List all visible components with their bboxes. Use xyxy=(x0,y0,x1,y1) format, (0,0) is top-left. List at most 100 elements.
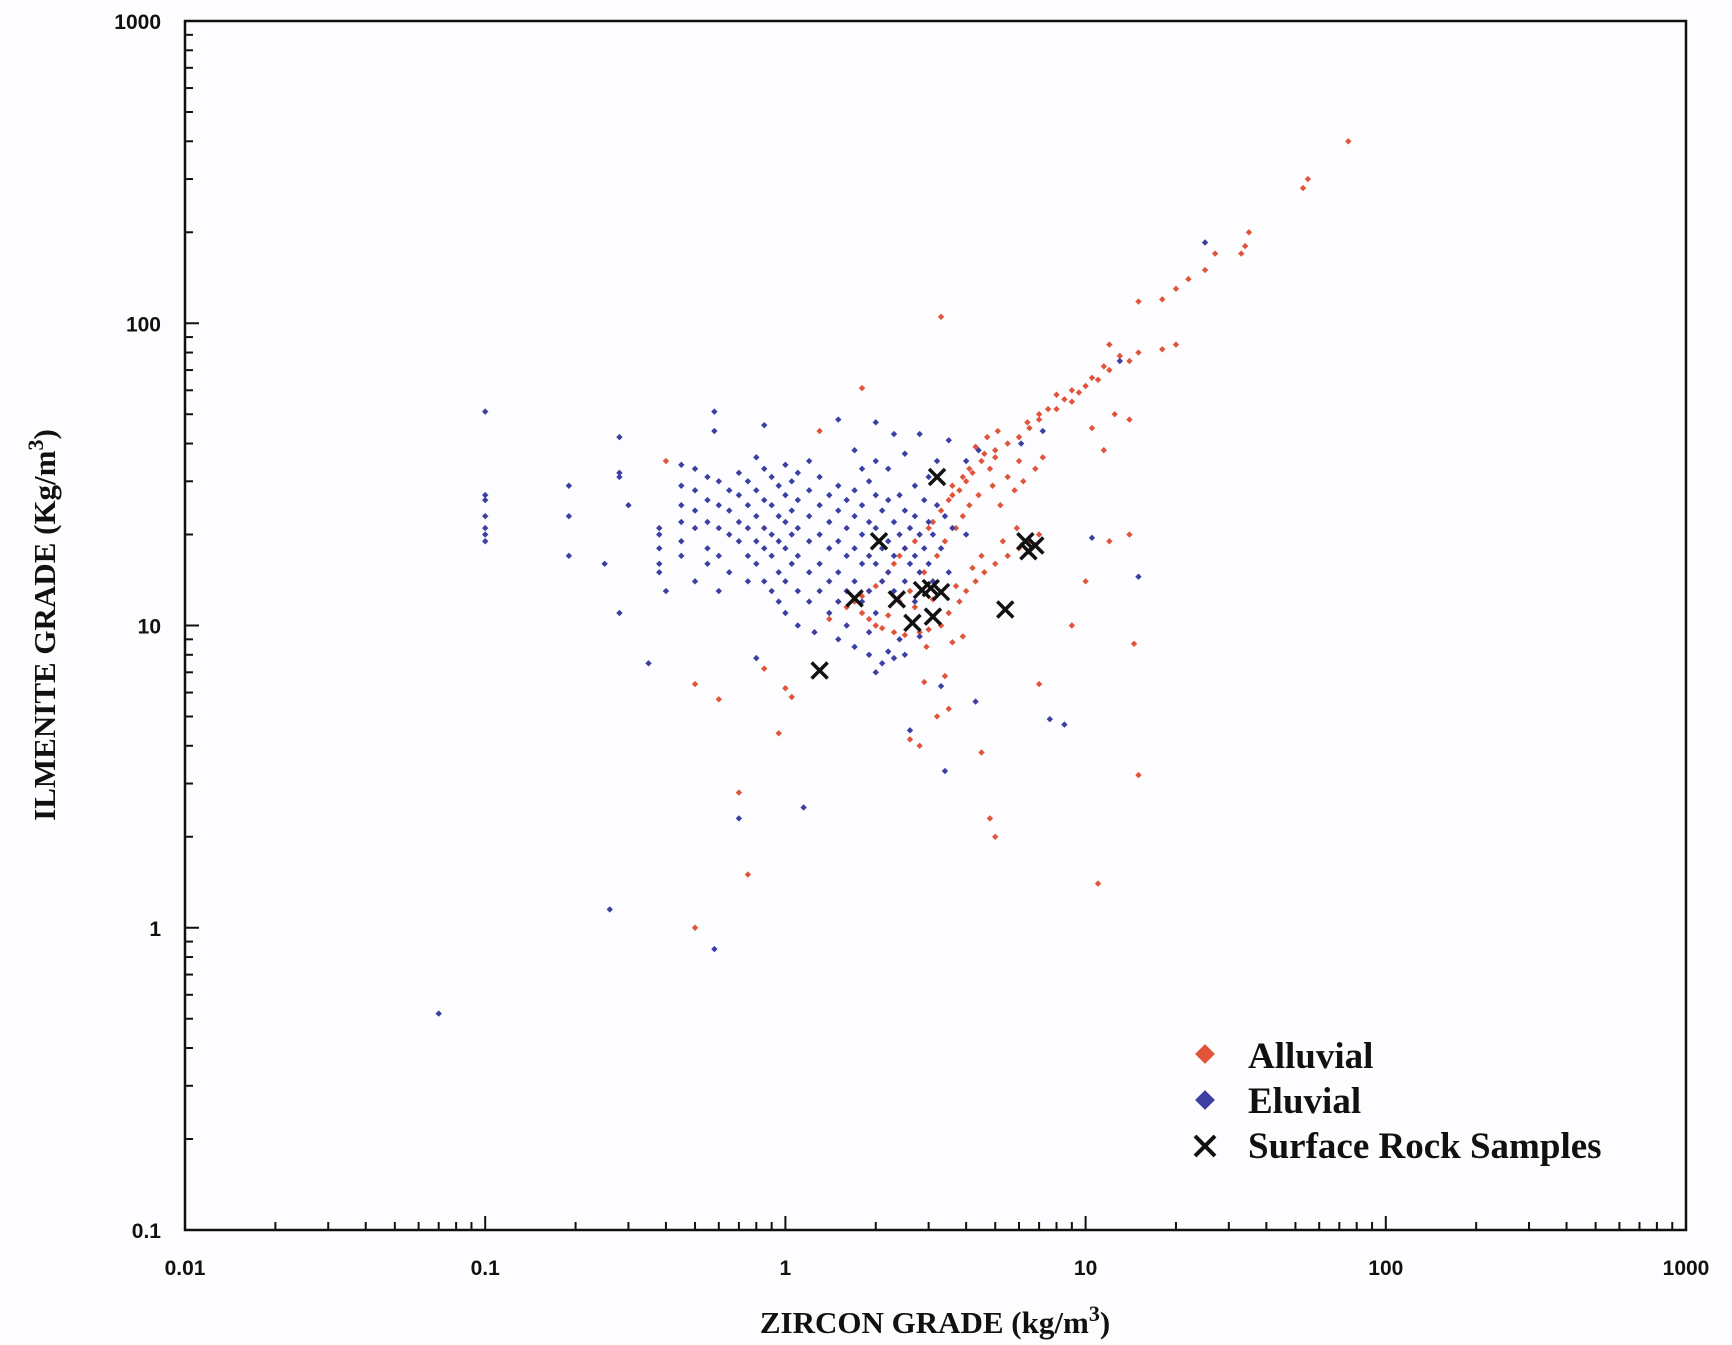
data-point xyxy=(816,474,822,480)
data-point xyxy=(930,531,936,537)
data-point xyxy=(663,458,669,464)
data-point-x xyxy=(812,662,828,678)
data-point xyxy=(885,612,891,618)
data-point xyxy=(1000,538,1006,544)
data-point xyxy=(816,588,822,594)
data-point xyxy=(645,660,651,666)
data-point xyxy=(800,804,806,810)
data-point xyxy=(753,487,759,493)
data-point xyxy=(816,561,822,567)
data-point xyxy=(826,492,832,498)
legend-surface-rock-label: Surface Rock Samples xyxy=(1248,1126,1602,1167)
data-point xyxy=(873,610,879,616)
legend-eluvial-marker xyxy=(1195,1090,1215,1110)
data-point xyxy=(678,553,684,559)
data-point xyxy=(745,871,751,877)
data-point xyxy=(745,578,751,584)
data-point xyxy=(1024,419,1030,425)
data-point-x xyxy=(904,615,920,631)
data-point xyxy=(859,385,865,391)
data-point xyxy=(782,545,788,551)
data-point xyxy=(716,525,722,531)
data-point xyxy=(896,636,902,642)
data-point xyxy=(963,458,969,464)
data-point xyxy=(934,553,940,559)
data-point xyxy=(656,545,662,551)
data-point xyxy=(879,578,885,584)
data-point xyxy=(745,478,751,484)
data-point xyxy=(716,696,722,702)
data-point xyxy=(885,569,891,575)
data-point xyxy=(902,507,908,513)
data-point xyxy=(907,588,913,594)
data-point xyxy=(925,519,931,525)
y-tick-label: 1 xyxy=(149,918,161,941)
y-tick-label: 100 xyxy=(126,313,161,336)
data-point xyxy=(1106,341,1112,347)
data-point xyxy=(916,531,922,537)
data-point xyxy=(1014,525,1020,531)
data-point xyxy=(859,531,865,537)
y-tick-label: 0.1 xyxy=(132,1220,162,1243)
data-point xyxy=(1212,250,1218,256)
data-point xyxy=(782,685,788,691)
data-point xyxy=(907,736,913,742)
data-point xyxy=(938,545,944,551)
data-point xyxy=(912,553,918,559)
x-tick-label: 0.1 xyxy=(471,1257,501,1280)
data-point xyxy=(921,545,927,551)
data-point xyxy=(601,561,607,567)
data-point xyxy=(776,483,782,489)
data-point xyxy=(1004,553,1010,559)
data-point xyxy=(704,497,710,503)
data-point xyxy=(806,513,812,519)
data-point xyxy=(789,561,795,567)
data-point xyxy=(934,713,940,719)
data-point xyxy=(663,588,669,594)
data-point xyxy=(607,906,613,912)
data-point xyxy=(885,648,891,654)
data-point xyxy=(1036,681,1042,687)
data-point xyxy=(1202,267,1208,273)
data-point xyxy=(656,569,662,575)
legend-alluvial-marker xyxy=(1195,1044,1215,1064)
y-tick-label: 1000 xyxy=(114,11,161,34)
data-point xyxy=(1069,622,1075,628)
data-point xyxy=(789,507,795,513)
data-point xyxy=(716,588,722,594)
y-tick-label: 10 xyxy=(138,616,161,639)
data-point xyxy=(925,561,931,567)
data-point xyxy=(482,525,488,531)
data-point xyxy=(896,553,902,559)
data-point xyxy=(896,531,902,537)
series-alluvial xyxy=(663,138,1352,931)
data-point xyxy=(625,502,631,508)
data-point xyxy=(1345,138,1351,144)
data-point xyxy=(925,626,931,632)
data-point xyxy=(1036,416,1042,422)
data-point xyxy=(1111,411,1117,417)
data-point xyxy=(992,454,998,460)
data-point xyxy=(816,531,822,537)
data-point xyxy=(949,492,955,498)
data-point xyxy=(692,487,698,493)
data-point xyxy=(678,502,684,508)
x-axis-title: ZIRCON GRADE (kg/m3) xyxy=(760,1301,1110,1340)
data-point xyxy=(866,629,872,635)
data-point xyxy=(768,474,774,480)
data-point xyxy=(891,519,897,525)
data-point xyxy=(902,632,908,638)
data-point xyxy=(1011,487,1017,493)
data-point xyxy=(566,483,572,489)
data-point xyxy=(789,531,795,537)
data-point xyxy=(1040,428,1046,434)
x-tick-label: 1 xyxy=(780,1257,792,1280)
data-point xyxy=(912,598,918,604)
data-point xyxy=(716,478,722,484)
data-point xyxy=(678,483,684,489)
data-point xyxy=(938,683,944,689)
x-tick-label: 10 xyxy=(1074,1257,1097,1280)
data-point xyxy=(902,578,908,584)
data-point xyxy=(992,834,998,840)
